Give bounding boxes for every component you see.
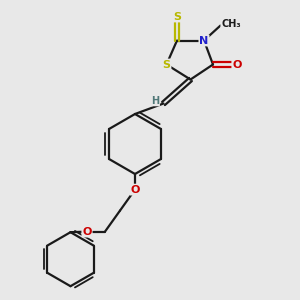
Text: H: H [151, 95, 159, 106]
Text: O: O [82, 226, 92, 237]
Text: O: O [232, 59, 242, 70]
Text: S: S [173, 11, 181, 22]
Text: S: S [163, 59, 170, 70]
Text: CH₃: CH₃ [221, 19, 241, 29]
Text: N: N [200, 35, 208, 46]
Text: O: O [130, 184, 140, 195]
